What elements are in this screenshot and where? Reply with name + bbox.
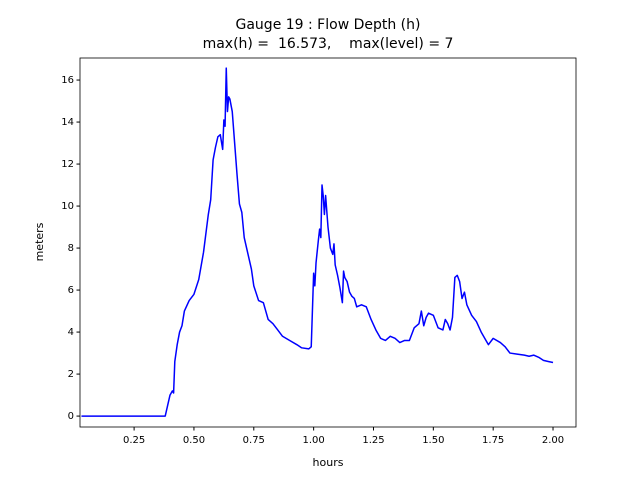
x-tick-label: 0.75 [243,435,265,446]
x-tick-label: 0.25 [123,435,145,446]
y-tick-label: 0 [68,411,74,422]
x-tick-label: 2.00 [542,435,564,446]
chart-title: Gauge 19 : Flow Depth (h) [236,17,421,33]
y-tick-label: 6 [68,285,74,296]
plot-frame [79,57,577,428]
data-line [81,67,554,417]
x-axis-label: hours [313,456,344,469]
y-axis-label: meters [33,222,46,261]
y-tick-label: 16 [61,75,74,86]
y-tick-label: 8 [68,243,74,254]
y-tick-label: 14 [61,117,74,128]
chart-subtitle: max(h) = 16.573, max(level) = 7 [203,36,454,52]
y-tick-label: 2 [68,369,74,380]
x-tick-label: 1.00 [303,435,325,446]
x-tick-label: 0.50 [183,435,205,446]
y-tick-label: 4 [68,327,74,338]
x-tick-label: 1.25 [362,435,384,446]
x-tick-label: 1.75 [482,435,504,446]
y-tick-label: 12 [61,159,74,170]
x-tick-label: 1.50 [422,435,444,446]
y-tick-label: 10 [61,201,74,212]
